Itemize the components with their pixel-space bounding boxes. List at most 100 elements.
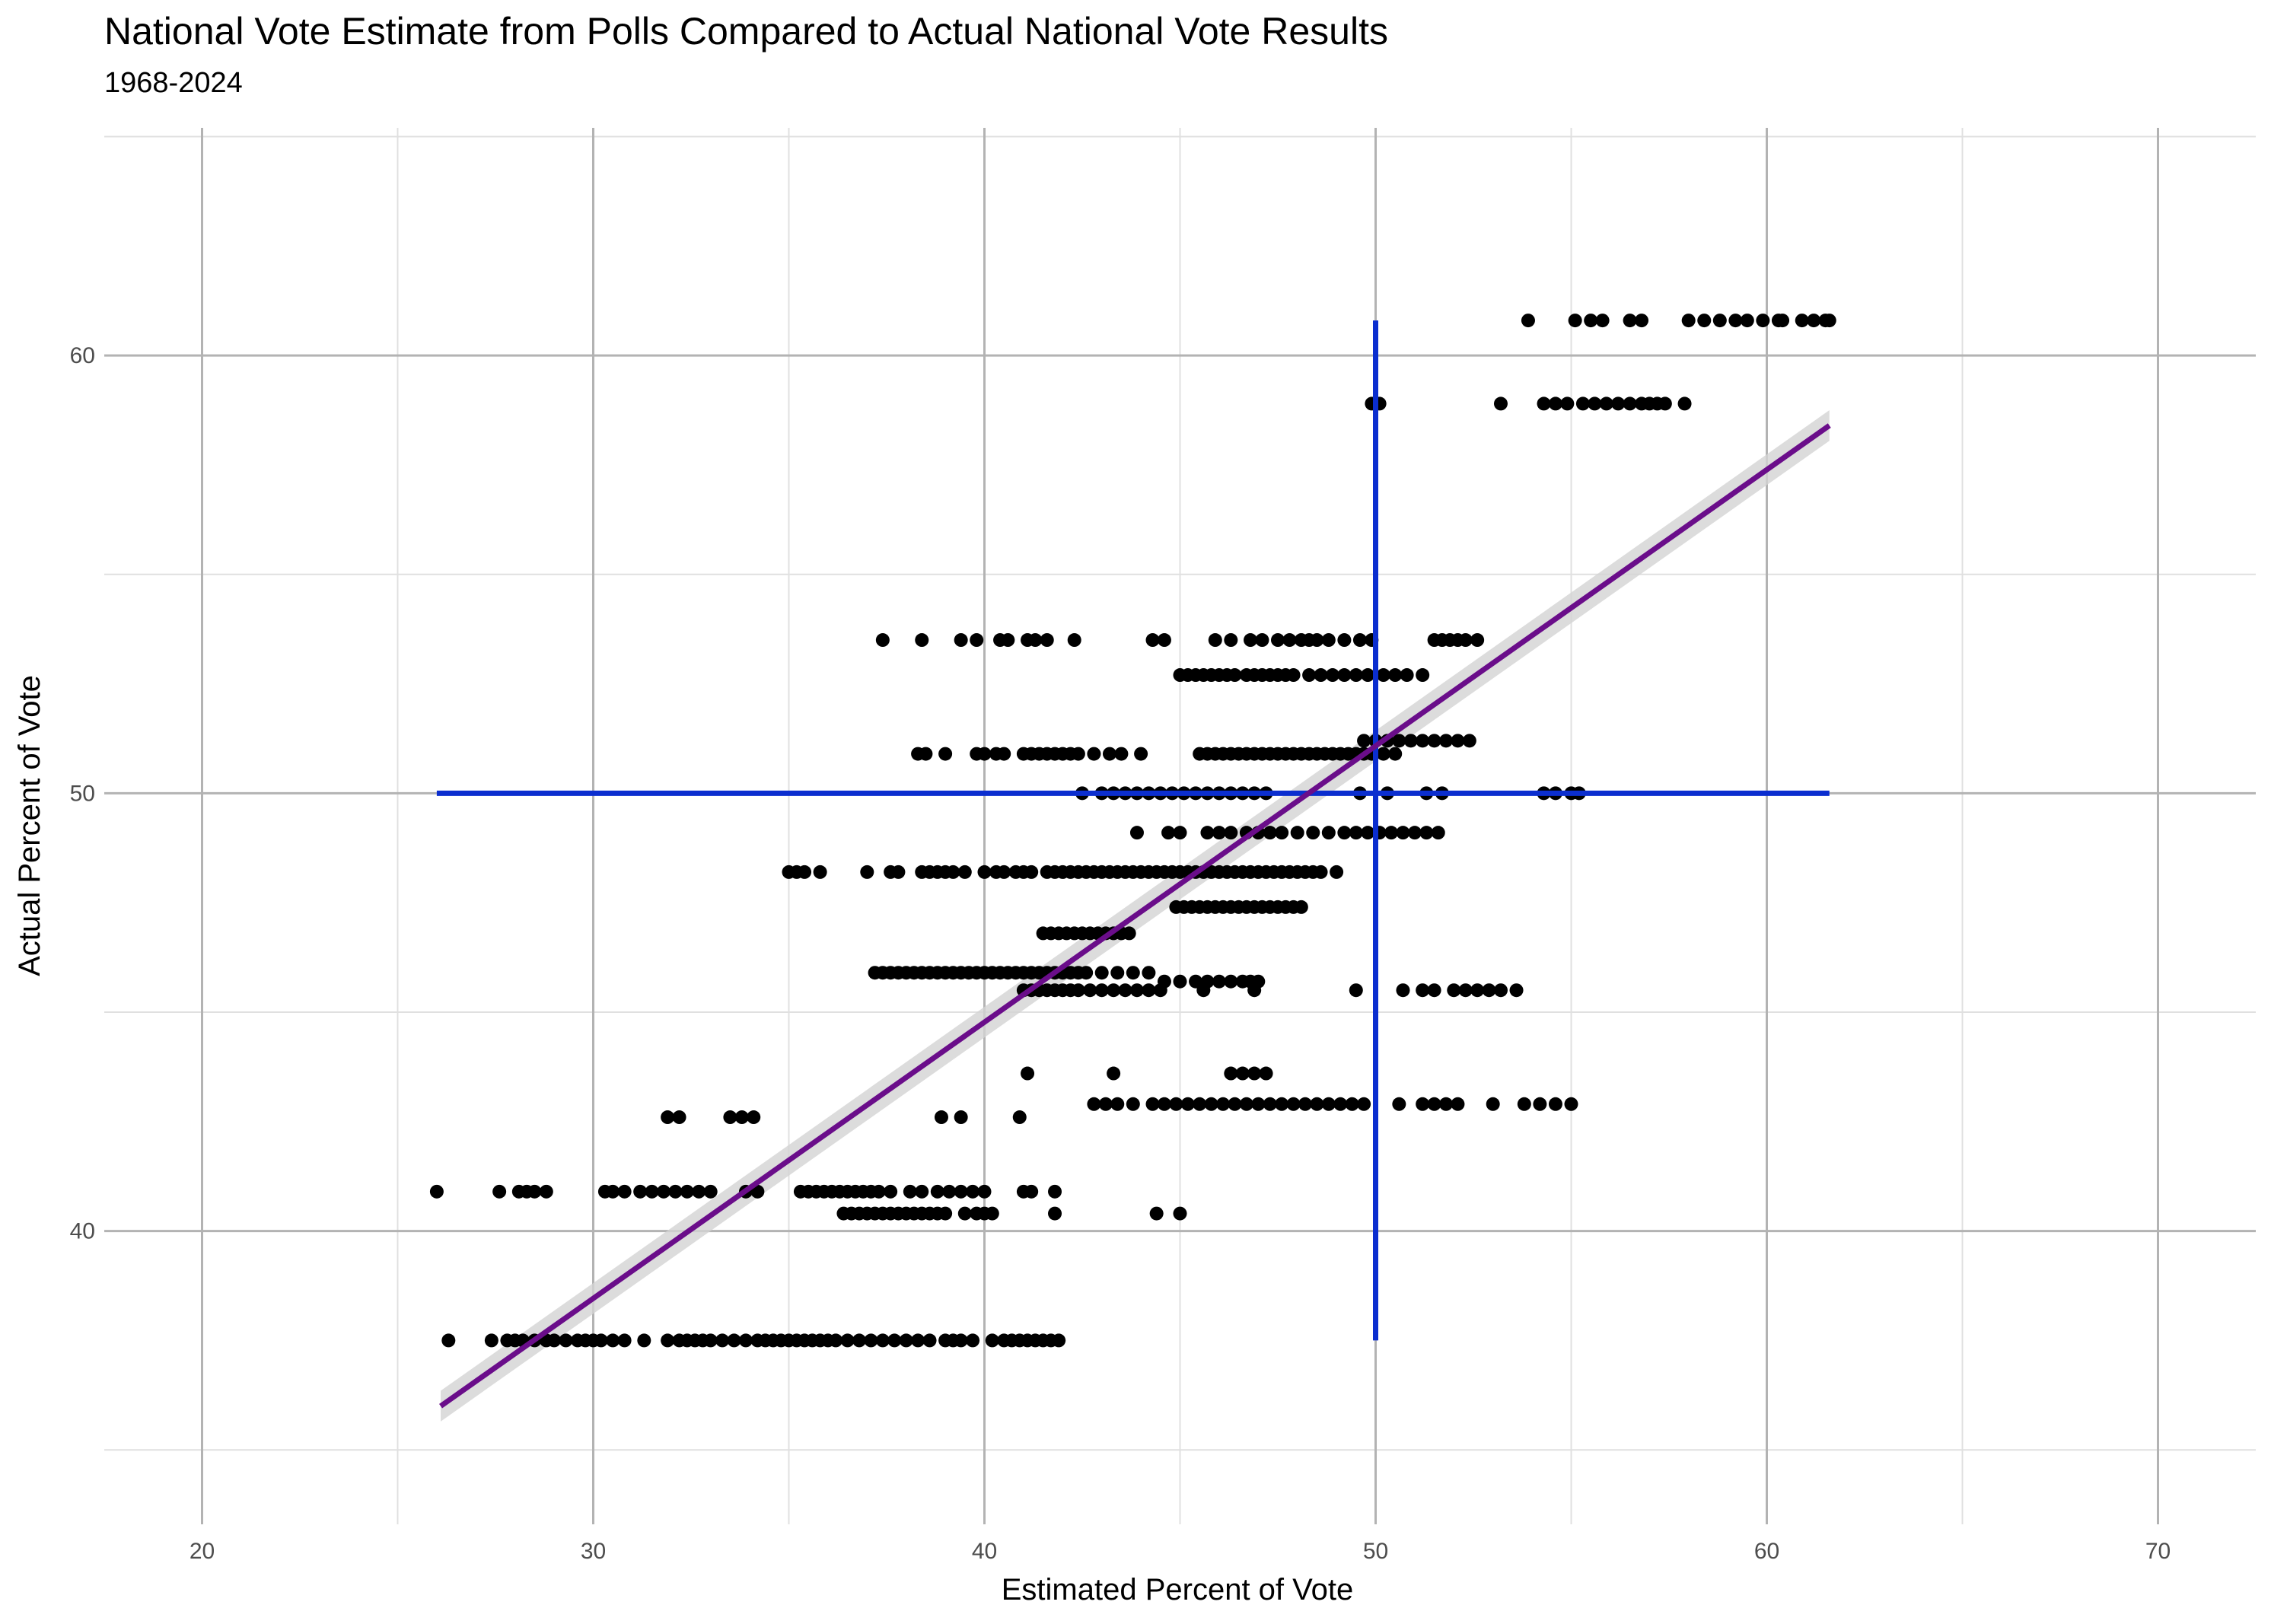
data-point [1247,983,1262,998]
data-point [1548,396,1562,411]
data-point [1451,1097,1465,1111]
data-point [1094,966,1109,980]
data-point [661,1333,675,1348]
data-point [852,1333,867,1348]
data-point [703,1333,718,1348]
data-point [1521,314,1535,328]
x-tick-label: 70 [2145,1539,2171,1564]
data-point [1384,826,1399,840]
data-point [1623,396,1637,411]
data-point [1071,983,1085,998]
data-point [1196,983,1211,998]
data-point [1588,396,1602,411]
data-point [1122,926,1136,941]
data-point [942,1184,957,1199]
data-point [1509,983,1524,998]
data-point [954,633,968,648]
data-point [977,1184,992,1199]
data-point [1756,314,1770,328]
data-point [1302,668,1317,683]
data-point [559,1333,573,1348]
chart-title: National Vote Estimate from Polls Compar… [104,10,1388,53]
data-point [1407,826,1422,840]
data-point [1126,966,1140,980]
data-point [747,1110,761,1125]
data-point [1040,633,1054,648]
data-point [1416,983,1430,998]
data-point [1376,747,1390,761]
data-point [1623,314,1637,328]
data-point [1392,1097,1406,1111]
data-point [1142,966,1156,980]
data-point [1212,826,1226,840]
data-point [1255,633,1269,648]
data-point [1098,1097,1113,1111]
data-point [441,1333,456,1348]
data-point [970,633,984,648]
data-point [1079,966,1094,980]
data-point [1321,1097,1336,1111]
data-point [938,747,953,761]
data-point [1048,1184,1062,1199]
data-point [1294,900,1308,914]
data-point [840,1333,855,1348]
data-point [1216,1097,1231,1111]
data-point [1403,734,1418,748]
data-point [1458,633,1473,648]
data-point [1357,734,1371,748]
data-point [1149,1206,1164,1221]
data-point [1012,1110,1027,1125]
data-point [1388,668,1403,683]
data-point [1321,633,1336,648]
data-point [1352,633,1367,648]
data-point [1439,1097,1454,1111]
data-point [1740,314,1754,328]
data-point [1110,1097,1125,1111]
data-point [1451,734,1465,748]
data-point [985,1206,999,1221]
data-point [954,1110,968,1125]
data-point [887,1333,902,1348]
data-point [930,1184,944,1199]
data-point [1173,1206,1187,1221]
data-point [1486,1097,1500,1111]
data-point [1087,1097,1101,1111]
data-point [492,1184,507,1199]
data-point [1259,1066,1273,1081]
x-tick-label: 50 [1363,1539,1388,1564]
data-point [1776,314,1790,328]
data-point [668,1184,683,1199]
data-point [919,747,933,761]
data-point [1157,1097,1171,1111]
data-point [1244,633,1258,648]
data-point [1208,633,1222,648]
data-point [829,1333,843,1348]
data-point [1427,983,1441,998]
data-point [954,1184,968,1199]
data-point [1419,826,1434,840]
data-point [1431,826,1445,840]
x-tick-label: 20 [190,1539,215,1564]
data-point [954,1333,968,1348]
data-point [1416,734,1430,748]
data-point [1728,314,1743,328]
data-point [1228,1097,1242,1111]
data-point [798,865,812,879]
data-point [1224,826,1238,840]
reference-lines [436,320,1830,1341]
data-point [1337,826,1352,840]
data-point [938,1206,953,1221]
data-point [1048,1206,1062,1221]
data-point [1129,826,1144,840]
data-point [484,1333,498,1348]
data-point [1298,1097,1312,1111]
data-point [703,1184,718,1199]
data-point [1169,1097,1183,1111]
data-point [1314,865,1328,879]
data-point [1102,747,1116,761]
data-point [1126,1097,1140,1111]
data-point [1493,396,1508,411]
data-point [1094,983,1109,998]
data-point [1142,983,1156,998]
data-point [1807,314,1821,328]
